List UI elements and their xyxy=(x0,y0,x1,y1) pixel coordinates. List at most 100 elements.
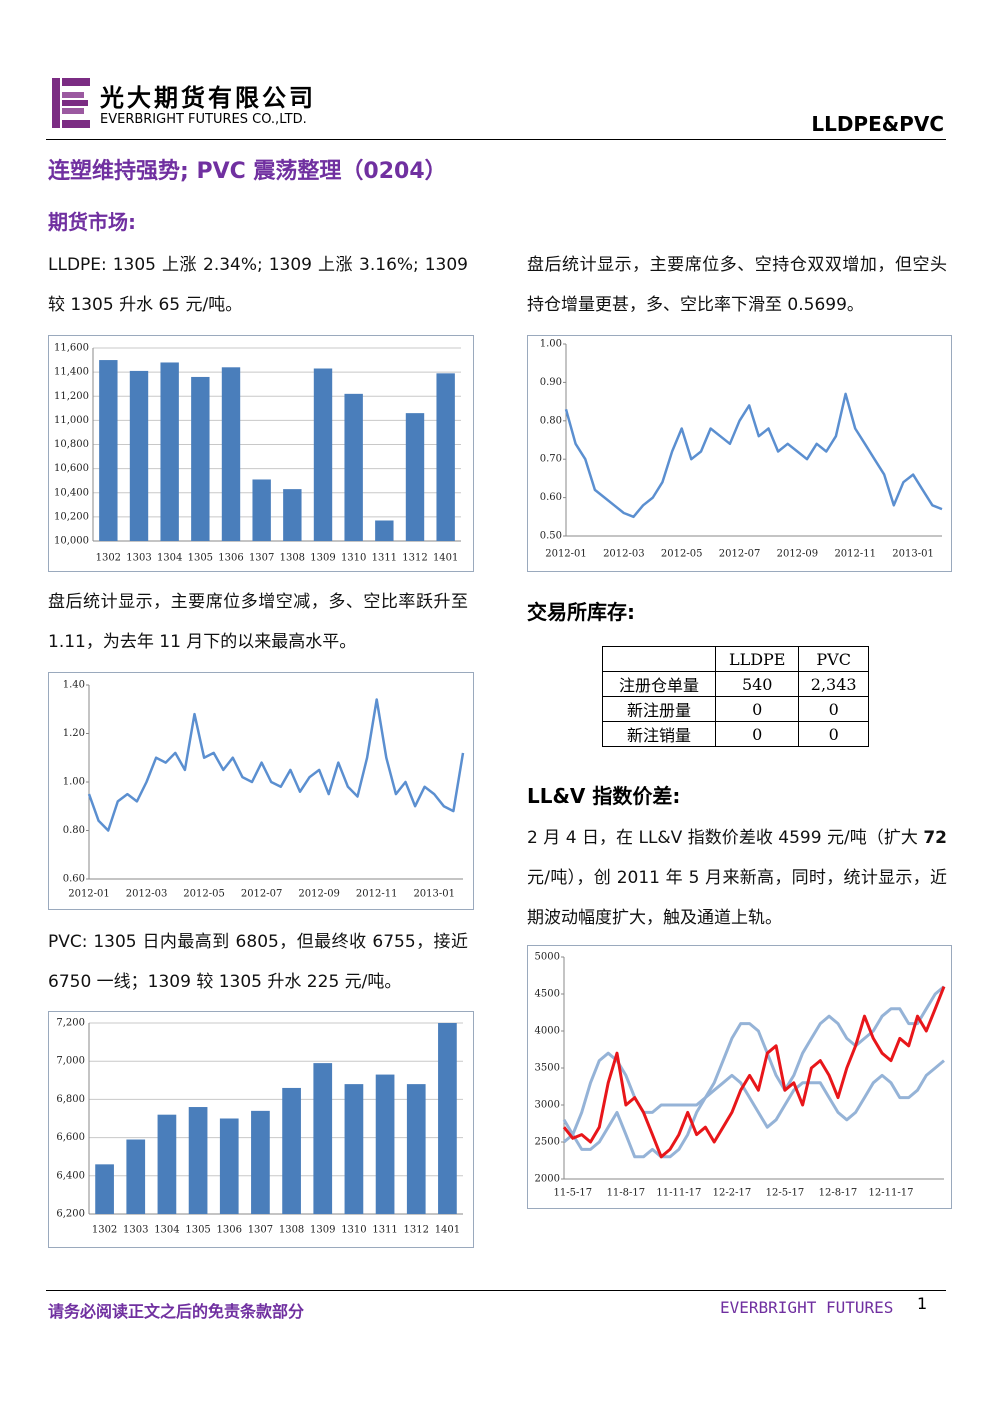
x-tick-label: 2013-01 xyxy=(892,549,934,560)
logo xyxy=(52,78,90,128)
x-tick-label: 1310 xyxy=(341,553,366,564)
x-tick-label: 12-11-17 xyxy=(869,1188,914,1199)
bar xyxy=(282,1087,301,1214)
section-heading: LL&V 指数价差: xyxy=(527,784,681,808)
bar xyxy=(438,1023,457,1214)
y-tick-label: 5000 xyxy=(535,952,560,963)
brand: EVERBRIGHT FUTURES xyxy=(720,1298,894,1317)
x-tick-label: 1308 xyxy=(280,553,305,564)
chart-frame: 0.60 0.80 1.00 1.20 1.40 2012-01 2012-03 2012-0… xyxy=(48,672,474,910)
y-tick-label: 10,400 xyxy=(54,487,89,498)
bar xyxy=(313,1063,333,1214)
cell: 0 xyxy=(715,721,800,747)
paragraph: LLDPE: 1305 上涨 2.34%; 1309 上涨 3.16%; 130… xyxy=(48,255,468,315)
x-tick-label: 1307 xyxy=(249,553,274,564)
bar xyxy=(375,520,394,541)
bar xyxy=(375,1074,395,1214)
disclaimer: 请务必阅读正文之后的免责条款部分 xyxy=(48,1302,305,1321)
y-tick-label: 10,000 xyxy=(54,536,89,547)
bar xyxy=(283,489,302,541)
bar xyxy=(436,373,455,541)
y-tick-label: 11,200 xyxy=(54,391,89,402)
x-tick-label: 2012-11 xyxy=(834,549,876,560)
title: 连塑维持强势; PVC 震荡整理（0204） xyxy=(48,159,447,184)
x-tick-label: 2012-07 xyxy=(241,889,283,900)
header-rule xyxy=(46,139,946,140)
cell: LLDPE xyxy=(715,646,800,672)
chart: 2000 2500 3000 3500 4000 4500 5000 11-5-17 11-8-… xyxy=(535,952,946,1199)
x-tick-label: 12-8-17 xyxy=(819,1188,858,1199)
x-tick-label: 2012-07 xyxy=(719,549,761,560)
paragraph: 2 月 4 日，在 LL&V 指数价差收 4599 元/吨（扩大 72 元/吨）… xyxy=(527,818,947,938)
y-tick-label: 6,800 xyxy=(56,1094,85,1105)
bar xyxy=(406,1084,426,1214)
bar xyxy=(219,1118,239,1214)
text: 72 xyxy=(923,828,947,848)
chart-frame: 0.50 0.60 0.70 0.80 0.90 1.00 2012-01 2012-03 20… xyxy=(527,335,952,572)
bar xyxy=(251,1110,270,1214)
x-tick-label: 1309 xyxy=(310,1225,335,1236)
paragraph: 盘后统计显示，主要席位多、空持仓双双增加，但空头持仓增量更甚，多、空比率下滑至 … xyxy=(527,255,947,315)
x-tick-label: 1303 xyxy=(123,1225,148,1236)
x-tick-label: 1305 xyxy=(188,553,213,564)
cell: 0 xyxy=(798,721,869,747)
x-tick-label: 1307 xyxy=(248,1225,273,1236)
section-heading: 交易所库存: xyxy=(527,600,635,624)
line xyxy=(562,1059,945,1159)
y-tick-label: 10,800 xyxy=(54,439,89,450)
bar xyxy=(129,370,149,541)
y-tick-label: 6,400 xyxy=(56,1170,85,1181)
x-tick-label: 2013-01 xyxy=(413,889,455,900)
x-tick-label: 1304 xyxy=(154,1225,179,1236)
bar xyxy=(313,368,333,541)
x-tick-label: 2012-09 xyxy=(777,549,819,560)
x-tick-label: 2012-05 xyxy=(661,549,703,560)
bar xyxy=(344,1084,364,1214)
y-tick-label: 10,600 xyxy=(54,463,89,474)
cell: 0 xyxy=(798,696,869,722)
paragraph: 盘后统计显示，主要席位多增空减，多、空比率跃升至 1.11，为去年 11 月下的… xyxy=(48,592,468,652)
x-tick-label: 1310 xyxy=(341,1225,366,1236)
y-tick-label: 11,600 xyxy=(54,343,89,354)
x-tick-label: 1303 xyxy=(126,553,151,564)
x-tick-label: 1302 xyxy=(96,553,121,564)
chart: 0.60 0.80 1.00 1.20 1.40 2012-01 2012-03 2012-0… xyxy=(63,680,465,900)
bar xyxy=(188,1107,208,1214)
y-tick-label: 1.40 xyxy=(63,680,85,691)
bar xyxy=(252,479,271,541)
x-tick-label: 2012-01 xyxy=(68,889,110,900)
cell xyxy=(601,646,717,672)
y-tick-label: 3000 xyxy=(535,1100,560,1111)
x-tick-label: 1308 xyxy=(279,1225,304,1236)
x-tick-label: 2012-11 xyxy=(356,889,398,900)
y-tick-label: 4500 xyxy=(535,989,560,1000)
x-tick-label: 1312 xyxy=(402,553,427,564)
x-tick-label: 1312 xyxy=(404,1225,429,1236)
line xyxy=(562,986,946,1159)
cell: 540 xyxy=(715,671,800,697)
y-tick-label: 0.60 xyxy=(63,874,85,885)
x-tick-label: 12-5-17 xyxy=(766,1188,805,1199)
line xyxy=(87,698,465,832)
y-tick-label: 10,200 xyxy=(54,511,89,522)
cell: PVC xyxy=(798,646,869,672)
y-tick-label: 6,200 xyxy=(56,1209,85,1220)
x-tick-label: 1302 xyxy=(92,1225,117,1236)
text: 2 月 4 日，在 LL&V 指数价差收 4599 元/吨（扩大 xyxy=(527,828,924,848)
page-number: 1 xyxy=(917,1294,928,1313)
x-tick-label: 1306 xyxy=(218,553,243,564)
y-tick-label: 1.00 xyxy=(63,777,85,788)
x-tick-label: 2012-01 xyxy=(545,549,587,560)
y-tick-label: 1.20 xyxy=(63,728,85,739)
section-heading: 期货市场: xyxy=(48,210,136,234)
bar xyxy=(157,1114,177,1214)
bar xyxy=(344,393,363,541)
y-tick-label: 1.00 xyxy=(540,339,562,350)
y-tick-label: 0.60 xyxy=(540,492,562,503)
y-tick-label: 3500 xyxy=(535,1063,560,1074)
y-tick-label: 0.90 xyxy=(540,377,562,388)
bar xyxy=(405,413,425,541)
bar xyxy=(160,362,179,541)
y-tick-label: 2000 xyxy=(535,1174,560,1185)
